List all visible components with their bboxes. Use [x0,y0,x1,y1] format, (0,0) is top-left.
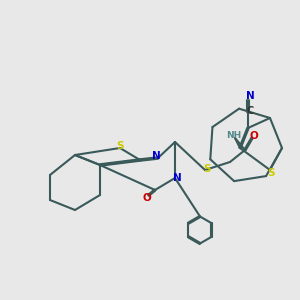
Text: S: S [204,164,211,173]
Text: N: N [152,151,161,161]
Text: S: S [268,168,275,178]
Text: S: S [116,141,124,151]
Text: O: O [249,130,258,141]
Text: N: N [246,92,255,101]
Text: NH: NH [226,131,241,140]
Text: N: N [173,173,182,183]
Text: C: C [247,106,254,116]
Text: O: O [142,193,151,203]
